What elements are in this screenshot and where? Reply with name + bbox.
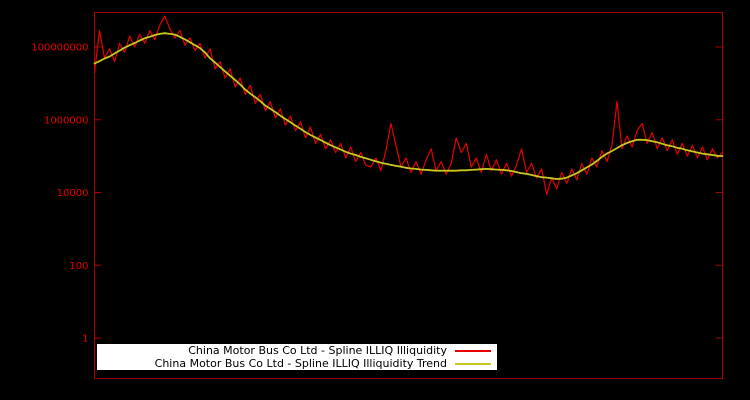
series-line-trend: [93, 32, 724, 180]
y-tick-label: 100: [69, 261, 88, 272]
chart-legend: China Motor Bus Co Ltd - Spline ILLIQ Il…: [97, 344, 497, 370]
y-tick-label: 10000: [57, 188, 89, 199]
legend-line-sample-red: [455, 349, 491, 352]
y-tick-label: 1000000: [44, 115, 89, 126]
legend-line-sample-yellow: [455, 362, 491, 365]
y-tick-label: 100000000: [31, 43, 88, 54]
series-line-illiquidity: [93, 15, 724, 195]
legend-label-trend: China Motor Bus Co Ltd - Spline ILLIQ Il…: [154, 356, 447, 370]
legend-entry-illiquidity: China Motor Bus Co Ltd - Spline ILLIQ Il…: [97, 343, 497, 357]
y-tick-label: 1: [82, 334, 88, 345]
plot-border: [94, 12, 723, 379]
legend-label-illiquidity: China Motor Bus Co Ltd - Spline ILLIQ Il…: [188, 343, 447, 357]
legend-entry-trend: China Motor Bus Co Ltd - Spline ILLIQ Il…: [97, 356, 497, 370]
